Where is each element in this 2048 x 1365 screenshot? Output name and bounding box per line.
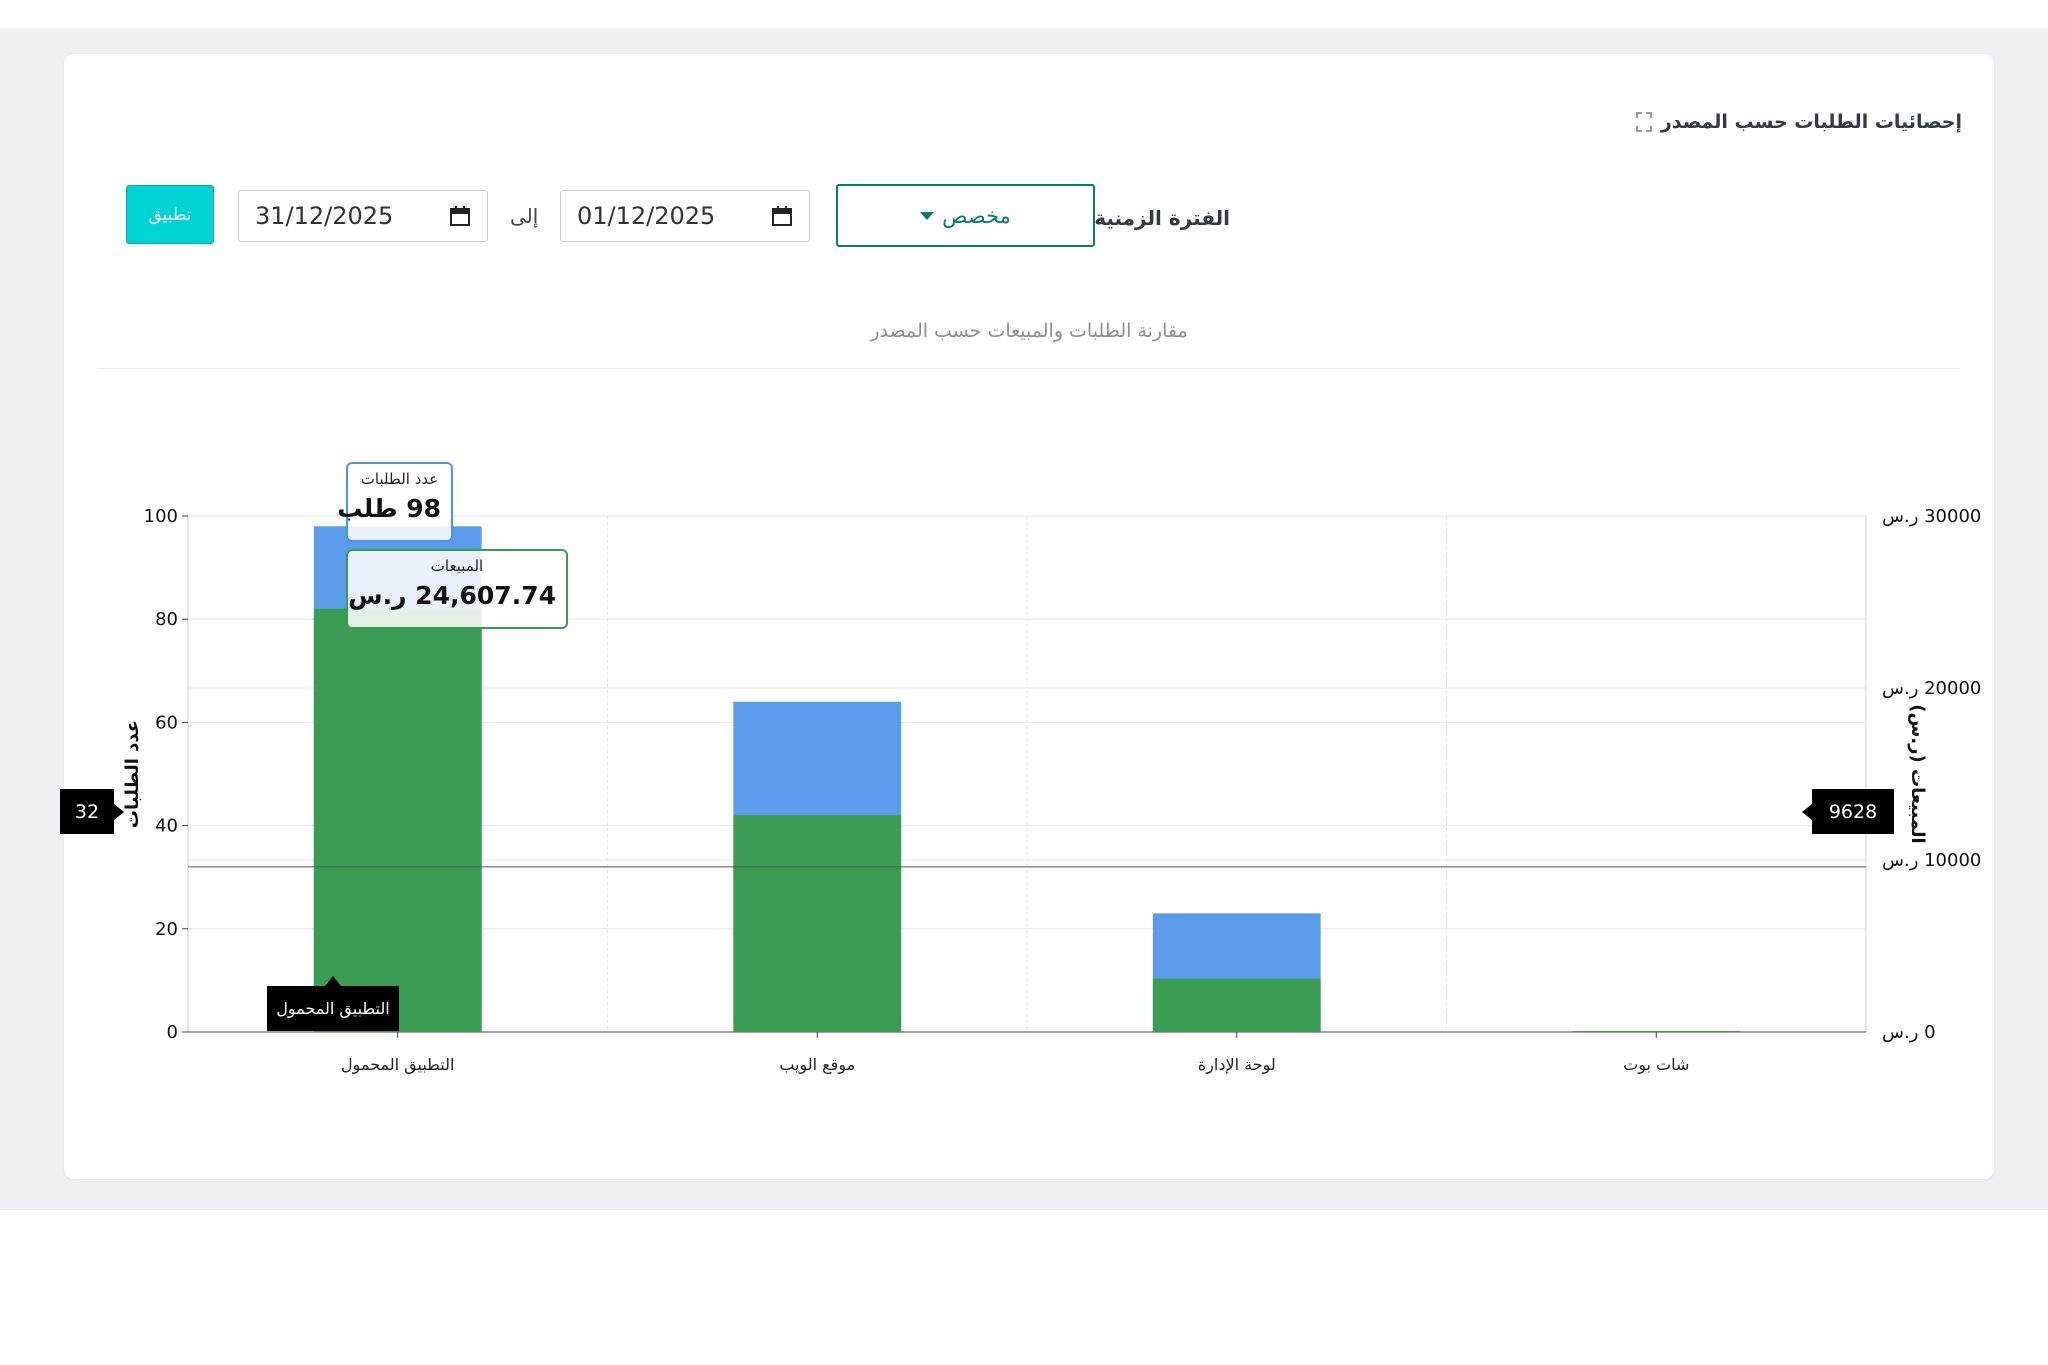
date-from-value: 01/12/2025 [577, 202, 716, 230]
sales-bar [733, 815, 902, 1032]
expand-icon[interactable] [1635, 111, 1653, 133]
crosshair-left-value: 32 [60, 789, 124, 834]
date-to-input[interactable]: 31/12/2025 [238, 190, 488, 242]
y-tick-label: 0 [167, 1022, 178, 1043]
tooltip-orders-label: عدد الطلبات [360, 470, 439, 488]
tooltip-sales: المبيعات 24,607.74 ر.س [346, 549, 568, 629]
y2-tick-label: 10000 ر.س [1882, 850, 1981, 871]
calendar-icon[interactable] [771, 205, 793, 227]
chart-title: مقارنة الطلبات والمبيعات حسب المصدر [870, 320, 1188, 342]
y-tick-label: 60 [155, 712, 178, 733]
period-select-value: مخصص [942, 203, 1011, 228]
date-to-value: 31/12/2025 [255, 202, 394, 230]
y-tick-label: 20 [155, 919, 178, 940]
calendar-icon[interactable] [449, 205, 471, 227]
y-tick-label: 80 [155, 609, 178, 630]
y2-tick-label: 30000 ر.س [1882, 506, 1981, 527]
period-label: الفترة الزمنية: [1086, 206, 1230, 230]
tooltip-sales-value: 24,607.74 ر.س [348, 581, 556, 610]
chevron-down-icon [920, 211, 935, 220]
y2-axis-title: المبيعات (ر.س) [1907, 704, 1928, 843]
tooltip-orders-value: 98 طلب [337, 494, 441, 523]
card-header: إحصائيات الطلبات حسب المصدر [1635, 102, 1962, 142]
x-tick-label: التطبيق المحمول [341, 1055, 454, 1075]
period-select[interactable]: مخصص [836, 184, 1095, 247]
y2-tick-label: 0 ر.س [1882, 1022, 1936, 1043]
crosshair-x-label: التطبيق المحمول [267, 976, 399, 1031]
tooltip-orders: عدد الطلبات 98 طلب [337, 462, 453, 542]
y2-tick-label: 20000 ر.س [1882, 678, 1981, 699]
apply-button[interactable]: تطبيق [126, 185, 214, 244]
y-tick-label: 100 [144, 506, 178, 527]
x-tick-label: موقع الويب [779, 1055, 855, 1075]
card-title: إحصائيات الطلبات حسب المصدر [1660, 111, 1962, 133]
sales-bar [1152, 978, 1321, 1032]
date-from-input[interactable]: 01/12/2025 [560, 190, 810, 242]
y-tick-label: 40 [155, 816, 178, 837]
x-tick-label: شات بوت [1623, 1055, 1689, 1075]
x-tick-label: لوحة الإدارة [1198, 1055, 1276, 1075]
sales-bar [313, 608, 482, 1032]
crosshair-right-value: 9628 [1802, 789, 1894, 834]
title-divider [98, 368, 1960, 369]
filters-bar: الفترة الزمنية: مخصص 01/12/2025 إلى 31/1… [64, 184, 1994, 254]
tooltip-sales-label: المبيعات [430, 557, 484, 575]
y-axis-title: عدد الطلبات [122, 720, 143, 828]
sales-bar [1572, 1031, 1741, 1032]
to-label: إلى [510, 204, 539, 228]
